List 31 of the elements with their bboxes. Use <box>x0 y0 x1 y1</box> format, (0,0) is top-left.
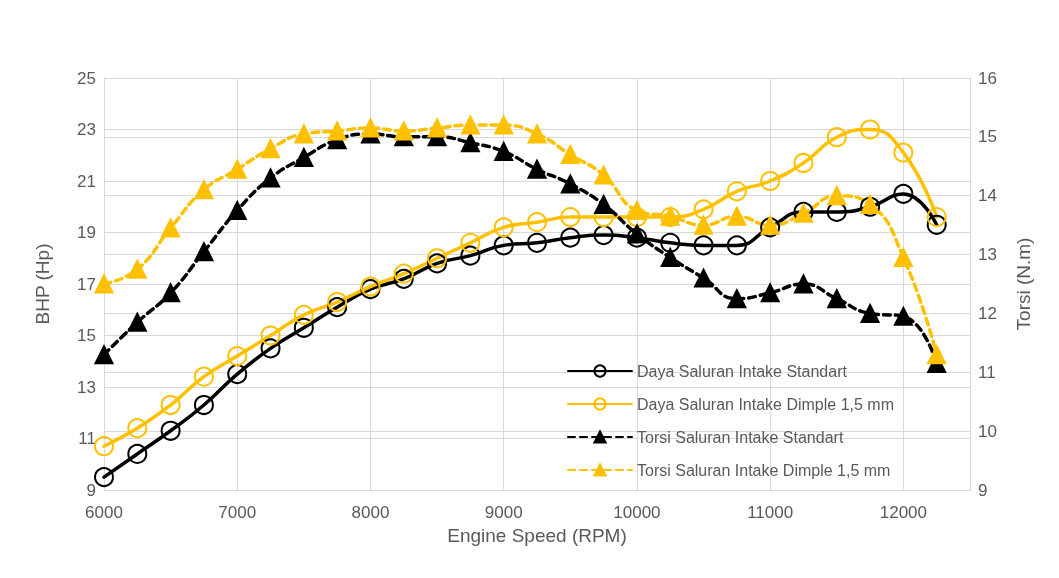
x-axis-title: Engine Speed (RPM) <box>447 524 627 546</box>
y-axis-title: BHP (Hp) <box>32 243 53 325</box>
x-tick-label: 7000 <box>218 503 257 522</box>
y-tick-label: 21 <box>77 171 96 191</box>
y2-tick-label: 14 <box>978 186 997 206</box>
y-tick-label: 17 <box>77 274 96 294</box>
legend-label: Torsi Saluran Intake Dimple 1,5 mm <box>637 461 891 479</box>
y2-tick-label: 15 <box>978 127 997 147</box>
y2-tick-label: 16 <box>978 68 997 88</box>
y2-axis-title: Torsi (N.m) <box>1013 237 1034 331</box>
x-tick-label: 10000 <box>613 503 661 522</box>
legend-label: Daya Saluran Intake Standart <box>637 362 848 380</box>
x-tick-label: 6000 <box>85 503 123 522</box>
x-tick-label: 9000 <box>484 503 523 522</box>
legend-label: Torsi Saluran Intake Standart <box>637 428 844 446</box>
y-tick-label: 19 <box>77 223 96 242</box>
y2-tick-label: 11 <box>978 362 996 382</box>
y-tick-label: 15 <box>77 326 96 345</box>
y2-tick-label: 13 <box>978 245 997 265</box>
y-tick-label: 23 <box>77 120 96 139</box>
y2-tick-label: 9 <box>978 480 988 500</box>
x-tick-label: 12000 <box>879 503 928 522</box>
y-tick-label: 25 <box>77 68 96 88</box>
legend-label: Daya Saluran Intake Dimple 1,5 mm <box>637 395 894 413</box>
x-tick-label: 8000 <box>351 503 390 522</box>
y-tick-label: 13 <box>77 377 96 397</box>
y2-tick-label: 10 <box>978 421 997 441</box>
x-tick-label: 11000 <box>747 503 794 522</box>
y-tick-label: 11 <box>78 429 96 448</box>
y-tick-label: 9 <box>86 480 96 500</box>
y2-tick-label: 12 <box>978 303 997 323</box>
